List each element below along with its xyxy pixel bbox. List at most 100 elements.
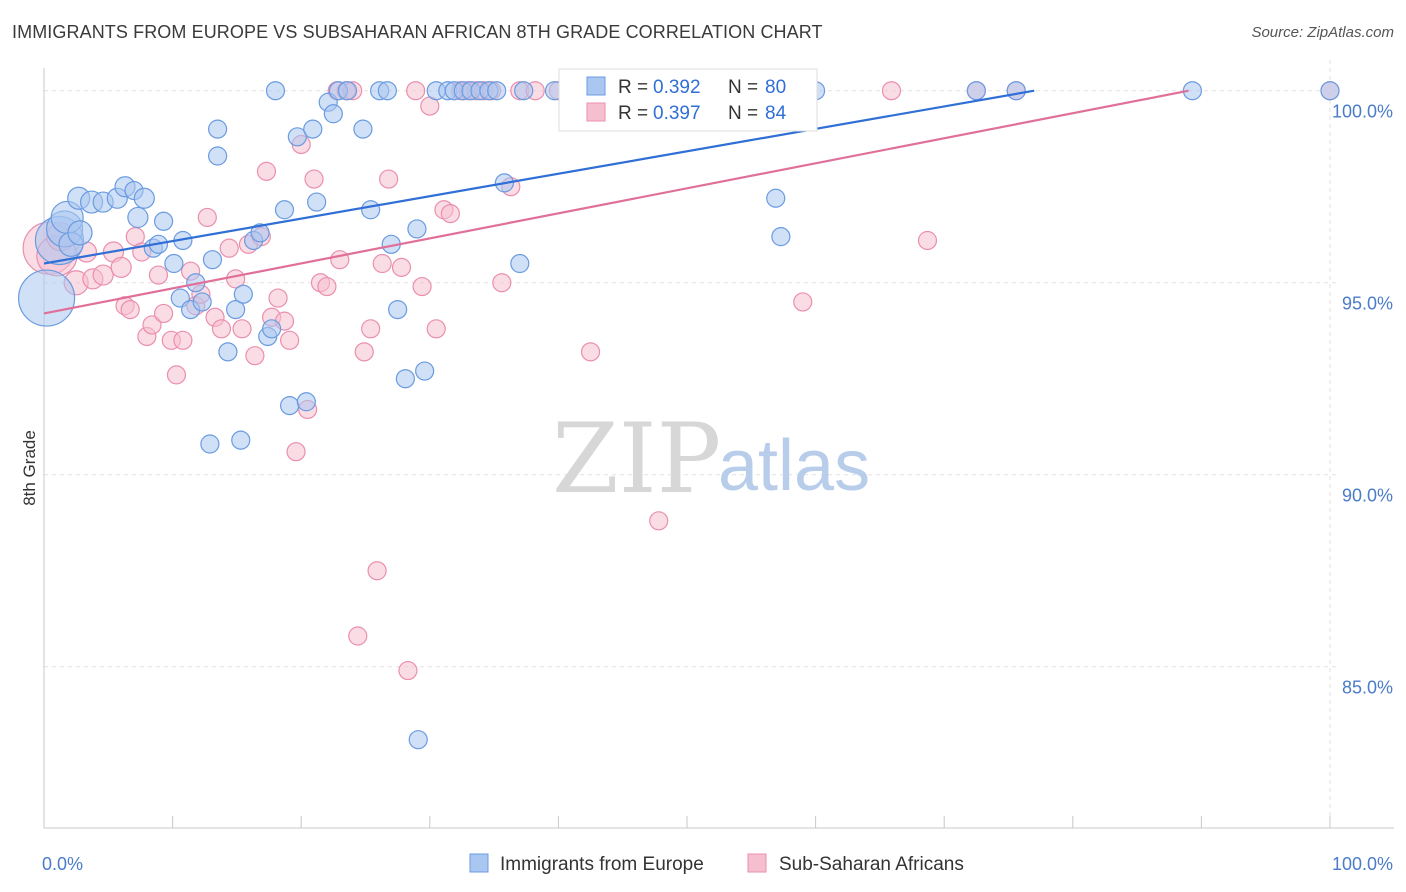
legend-label-europe: Immigrants from Europe bbox=[500, 854, 704, 875]
point-subsaharan-40 bbox=[304, 169, 324, 189]
point-europe-17 bbox=[164, 253, 184, 274]
point-europe-33 bbox=[280, 396, 300, 416]
point-europe-59 bbox=[487, 81, 507, 101]
point-europe-29 bbox=[250, 223, 270, 243]
point-subsaharan-58 bbox=[426, 319, 446, 339]
point-subsaharan-55 bbox=[406, 81, 426, 101]
point-europe-35 bbox=[287, 127, 307, 147]
point-europe-37 bbox=[307, 192, 327, 212]
watermark-atlas: atlas bbox=[718, 426, 870, 506]
series-subsaharan-points bbox=[22, 81, 1340, 681]
chart-title: IMMIGRANTS FROM EUROPE VS SUBSAHARAN AFR… bbox=[12, 22, 823, 42]
axes bbox=[43, 68, 1394, 829]
legend-swatch-pink bbox=[586, 102, 606, 122]
legend-n-label-2: N = bbox=[728, 103, 758, 124]
point-europe-25 bbox=[218, 342, 238, 362]
point-europe-41 bbox=[337, 81, 358, 101]
legend-n-value-2: 84 bbox=[765, 103, 787, 124]
y-tick-label-1: 90.0% bbox=[1342, 486, 1393, 506]
point-europe-75 bbox=[1006, 81, 1026, 101]
point-subsaharan-18 bbox=[166, 365, 187, 385]
trend-line-subsaharan bbox=[43, 89, 1189, 315]
legend-label-subsaharan: Sub-Saharan Africans bbox=[779, 854, 964, 875]
point-subsaharan-32 bbox=[256, 161, 277, 181]
point-subsaharan-52 bbox=[379, 169, 399, 189]
y-tick-label-3: 100.0% bbox=[1332, 102, 1393, 122]
legend-r-label-2: R = bbox=[618, 103, 648, 124]
y-axis-label: 8th Grade bbox=[20, 430, 39, 506]
point-europe-48 bbox=[395, 369, 415, 389]
point-europe-42 bbox=[353, 119, 373, 139]
point-europe-39 bbox=[323, 104, 343, 124]
point-subsaharan-78 bbox=[793, 292, 813, 312]
point-subsaharan-75 bbox=[649, 511, 669, 531]
point-europe-0 bbox=[17, 269, 76, 327]
point-europe-27 bbox=[233, 284, 253, 304]
point-subsaharan-8 bbox=[110, 256, 132, 278]
point-subsaharan-30 bbox=[245, 346, 265, 366]
x-tick-labels: 0.0% 100.0% bbox=[42, 854, 1393, 874]
point-europe-63 bbox=[231, 430, 251, 450]
legend-swatch-blue bbox=[586, 76, 606, 96]
point-europe-22 bbox=[192, 292, 212, 312]
gridlines bbox=[44, 60, 1338, 828]
y-tick-labels: 85.0% 90.0% 95.0% 100.0% bbox=[1332, 102, 1393, 698]
point-subsaharan-47 bbox=[348, 626, 368, 646]
legend-swatch-europe bbox=[469, 853, 489, 873]
point-europe-24 bbox=[208, 146, 228, 166]
point-subsaharan-36 bbox=[280, 330, 300, 350]
legend-n-value-1: 80 bbox=[765, 77, 786, 98]
point-europe-36 bbox=[303, 119, 323, 139]
point-europe-5 bbox=[67, 220, 93, 246]
point-subsaharan-19 bbox=[173, 330, 193, 350]
point-europe-16 bbox=[153, 211, 174, 231]
point-europe-62 bbox=[200, 434, 220, 454]
legend-r-value-2: 0.397 bbox=[653, 103, 701, 124]
point-subsaharan-16 bbox=[153, 303, 174, 324]
point-subsaharan-10 bbox=[120, 300, 140, 320]
point-subsaharan-23 bbox=[197, 207, 217, 228]
point-europe-13 bbox=[127, 206, 149, 229]
point-subsaharan-44 bbox=[330, 250, 350, 270]
x-tick-label-1: 100.0% bbox=[1332, 854, 1393, 874]
legend-n-label-1: N = bbox=[728, 77, 758, 98]
point-europe-71 bbox=[766, 188, 786, 208]
point-subsaharan-28 bbox=[232, 319, 252, 339]
point-europe-50 bbox=[415, 361, 435, 381]
point-subsaharan-15 bbox=[148, 265, 169, 285]
point-subsaharan-56 bbox=[412, 276, 432, 297]
point-europe-64 bbox=[408, 730, 428, 750]
correlation-legend: R = 0.392 N = 80 R = 0.397 N = 84 bbox=[558, 68, 818, 132]
point-subsaharan-34 bbox=[268, 288, 288, 308]
y-tick-label-2: 95.0% bbox=[1342, 294, 1393, 314]
point-europe-23 bbox=[202, 250, 223, 270]
point-subsaharan-6 bbox=[92, 264, 114, 286]
watermark: ZIP atlas bbox=[552, 403, 870, 515]
chart-source: Source: ZipAtlas.com bbox=[1251, 24, 1394, 41]
point-subsaharan-66 bbox=[492, 273, 512, 293]
point-europe-61 bbox=[510, 253, 530, 274]
point-subsaharan-50 bbox=[367, 561, 387, 581]
point-europe-77 bbox=[1320, 81, 1340, 101]
point-subsaharan-51 bbox=[372, 253, 392, 274]
point-europe-47 bbox=[388, 300, 408, 320]
legend-r-value-1: 0.392 bbox=[653, 77, 701, 98]
point-europe-74 bbox=[966, 81, 986, 101]
point-subsaharan-26 bbox=[219, 238, 239, 258]
point-subsaharan-60 bbox=[440, 204, 460, 224]
point-europe-60 bbox=[514, 81, 534, 101]
point-subsaharan-72 bbox=[580, 342, 601, 362]
point-europe-34 bbox=[296, 392, 316, 412]
point-subsaharan-25 bbox=[211, 319, 232, 339]
point-europe-45 bbox=[377, 81, 397, 101]
point-europe-78 bbox=[265, 81, 286, 101]
point-europe-32 bbox=[274, 200, 295, 220]
point-europe-26 bbox=[226, 300, 246, 320]
point-subsaharan-79 bbox=[881, 81, 902, 101]
point-europe-79 bbox=[208, 119, 228, 139]
point-subsaharan-14 bbox=[142, 315, 162, 335]
trend-lines bbox=[43, 89, 1189, 315]
series-legend: Immigrants from Europe Sub-Saharan Afric… bbox=[469, 853, 964, 875]
point-subsaharan-37 bbox=[286, 442, 306, 462]
